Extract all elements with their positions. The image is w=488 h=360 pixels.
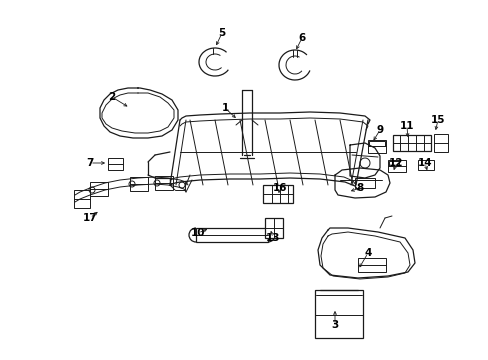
Bar: [263, 185, 292, 203]
Bar: [357, 258, 385, 272]
Bar: [155, 176, 173, 190]
Text: 17: 17: [82, 213, 97, 223]
Bar: [367, 140, 385, 153]
Bar: [392, 135, 430, 151]
Bar: [368, 141, 384, 146]
Text: 7: 7: [86, 158, 94, 168]
Text: 4: 4: [364, 248, 371, 258]
Bar: [417, 160, 433, 170]
Text: 1: 1: [221, 103, 228, 113]
Text: 9: 9: [376, 125, 383, 135]
Text: 10: 10: [190, 228, 205, 238]
Bar: [264, 218, 283, 238]
Bar: [130, 177, 148, 191]
Bar: [314, 290, 362, 338]
Text: 2: 2: [108, 92, 115, 102]
Text: 8: 8: [356, 183, 363, 193]
Text: 11: 11: [399, 121, 413, 131]
Bar: [90, 182, 108, 196]
Bar: [196, 228, 267, 242]
Text: 5: 5: [218, 28, 225, 38]
Bar: [74, 190, 90, 208]
Text: 13: 13: [265, 233, 280, 243]
Bar: [433, 134, 447, 152]
Text: 16: 16: [272, 183, 286, 193]
Text: 3: 3: [331, 320, 338, 330]
Text: 15: 15: [430, 115, 445, 125]
Text: 6: 6: [298, 33, 305, 43]
Text: 14: 14: [417, 158, 431, 168]
Text: 12: 12: [388, 158, 403, 168]
Bar: [388, 161, 398, 166]
Bar: [108, 158, 123, 170]
Bar: [354, 178, 374, 188]
Bar: [387, 160, 405, 172]
